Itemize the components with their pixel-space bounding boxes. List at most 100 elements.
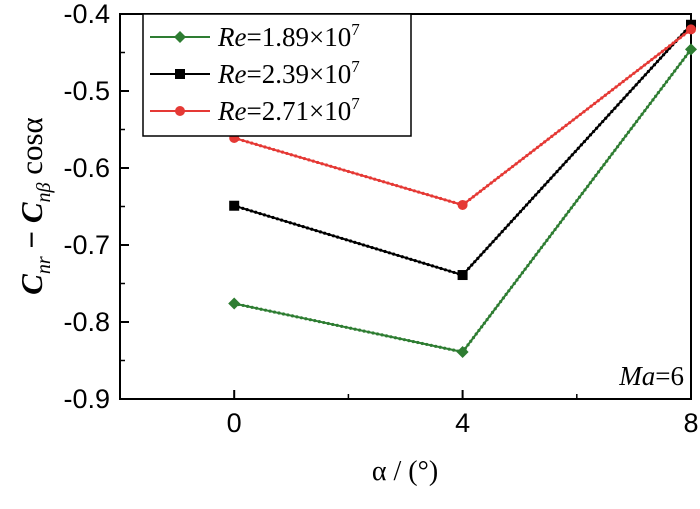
series-dot (475, 192, 479, 196)
series-dot (557, 129, 561, 133)
ticks: -0.4 -0.5 -0.6 -0.7 -0.8 -0.9 0 4 8 (63, 0, 698, 438)
series-dot (474, 332, 478, 336)
series-dot (267, 146, 271, 150)
series-dot (250, 141, 254, 145)
series-dot (596, 170, 601, 174)
series-dot (335, 323, 339, 327)
series-dot (550, 231, 554, 235)
series-dot (377, 178, 381, 183)
series-dot (298, 155, 302, 159)
series-dot (537, 190, 541, 194)
series-dot (675, 38, 679, 42)
data-point (457, 270, 468, 281)
series-dot (447, 199, 452, 203)
series-dot (316, 160, 320, 165)
series-dot (515, 213, 520, 217)
series-dot (241, 303, 245, 308)
series-dot (395, 184, 399, 188)
series-dot (439, 196, 443, 201)
series-dot (637, 116, 641, 120)
series-dot (241, 138, 245, 143)
y-tick-label: -0.9 (63, 384, 110, 414)
series-dot (272, 310, 277, 314)
series-dot (503, 170, 508, 174)
series-dot (254, 306, 259, 310)
series-dot (249, 209, 254, 213)
series-dot (482, 250, 486, 254)
series-dot (426, 262, 430, 267)
series-dot (381, 180, 386, 184)
series-dot (569, 206, 573, 210)
series-dot (589, 104, 593, 108)
series-dot (297, 223, 301, 227)
series-dot (289, 153, 293, 157)
series-dot (671, 41, 675, 45)
series-dot (421, 191, 425, 195)
series-dot (546, 180, 550, 184)
series-dot (435, 265, 439, 269)
series-dot (308, 318, 312, 322)
series-dot (619, 99, 623, 104)
series-dot (667, 76, 671, 80)
series-dot (342, 168, 346, 172)
series-dot (396, 253, 400, 258)
series-dot (561, 217, 565, 221)
series-dot (539, 143, 543, 147)
series-dot (593, 101, 597, 106)
series-dot (351, 171, 355, 175)
series-dot (301, 225, 305, 229)
series-dot (578, 112, 582, 117)
series-dot (443, 198, 447, 202)
series-dot (604, 116, 608, 120)
series-dot (493, 307, 497, 311)
series-dot (539, 245, 544, 250)
series-dot (558, 166, 562, 170)
series-dot (398, 337, 402, 341)
series-dot (323, 231, 327, 235)
series-dot (591, 129, 596, 134)
series-dot (392, 252, 396, 256)
series-dot (448, 269, 452, 273)
series-dot (568, 121, 572, 125)
series-dot (658, 56, 663, 60)
series-dot (434, 195, 438, 199)
series-dot (280, 150, 285, 154)
series-dot (411, 339, 415, 344)
series-dot (485, 318, 489, 322)
series-dot (582, 139, 587, 144)
series-dot (610, 152, 614, 156)
series-dot (591, 177, 595, 181)
series-dot (659, 87, 663, 91)
series-dot (632, 71, 636, 75)
series-dot (615, 145, 620, 149)
series-dot (572, 202, 576, 206)
series-dot (550, 134, 554, 138)
series-dot (387, 251, 391, 255)
series-dot (409, 257, 413, 261)
series-dot (607, 113, 611, 117)
series-dot (549, 176, 553, 180)
series-dot (326, 321, 330, 326)
series-dot (601, 119, 605, 124)
series-dot (497, 233, 501, 237)
series-dot (670, 73, 674, 77)
legend-label: Re=2.71×107 (217, 94, 360, 126)
series-dot (537, 249, 541, 253)
series-dot (422, 261, 426, 265)
series-dot (364, 175, 368, 179)
series-dot (548, 235, 552, 239)
series-dot (324, 163, 329, 167)
series-dot (430, 194, 434, 198)
series-dot (575, 115, 579, 119)
series-dot (624, 134, 628, 138)
series-dot (482, 321, 486, 325)
series-dot (400, 255, 404, 259)
x-axis-title: α / (°) (372, 456, 438, 487)
series-dot (558, 220, 563, 224)
series-dot (603, 93, 607, 97)
series-dot (655, 59, 660, 64)
series-dot (488, 243, 492, 247)
series-dot (507, 167, 511, 171)
series-dot (521, 206, 526, 210)
series-dot (494, 236, 498, 240)
